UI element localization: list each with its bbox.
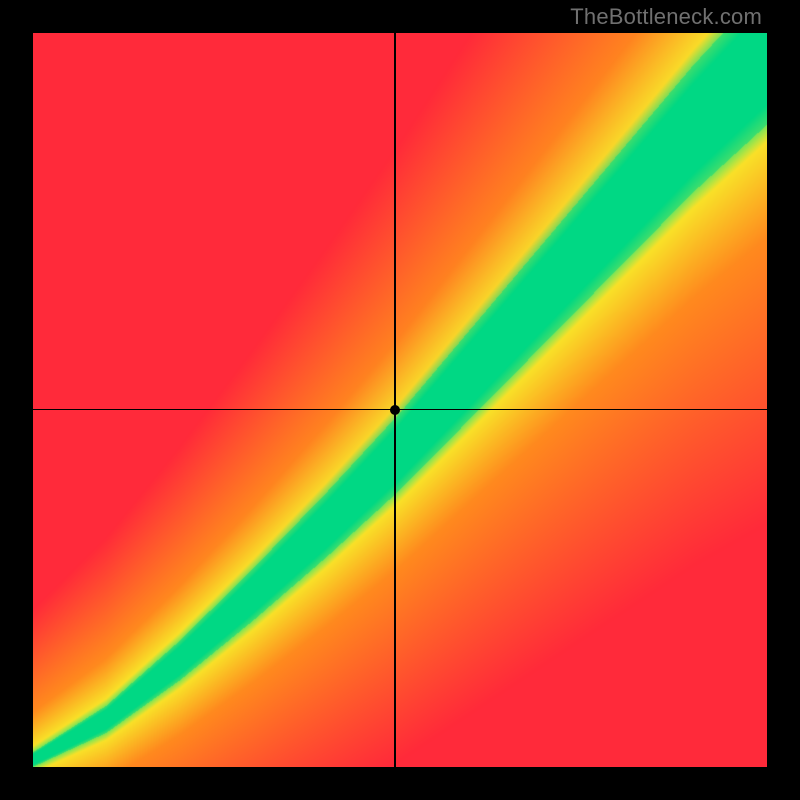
marker-dot [390,405,400,415]
heatmap-canvas [33,33,767,767]
heatmap-plot [33,33,767,767]
watermark-text: TheBottleneck.com [570,4,762,30]
crosshair-vertical [394,33,396,767]
crosshair-horizontal [33,409,767,411]
